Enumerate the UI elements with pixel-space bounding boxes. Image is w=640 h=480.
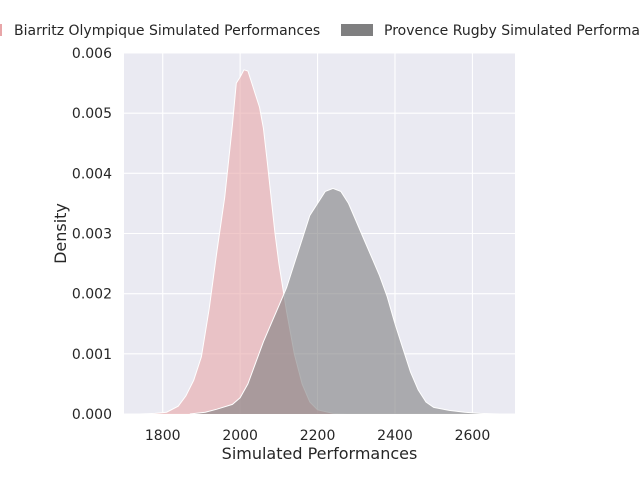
legend-swatch-provence	[341, 24, 373, 36]
y-tick-label: 0.003	[72, 227, 112, 243]
y-tick-label: 0.006	[72, 46, 112, 62]
y-tick-label: 0.004	[72, 166, 112, 182]
density-areas	[139, 69, 500, 415]
x-tick-label: 2400	[377, 428, 413, 444]
y-tick-label: 0.002	[72, 287, 112, 303]
y-tick-label: 0.005	[72, 106, 112, 122]
density-area-0	[139, 69, 349, 415]
y-axis-label: Density	[51, 203, 70, 264]
density-area-1	[189, 188, 500, 414]
x-tick-label: 2600	[455, 428, 491, 444]
x-tick-label: 2200	[300, 428, 336, 444]
legend-swatch-biarritz	[0, 24, 2, 36]
x-tick-label: 2000	[222, 428, 258, 444]
x-axis-ticks: 1800 2000 2200 2400 2600	[145, 428, 490, 444]
y-axis-ticks: 0.000 0.001 0.002 0.003 0.004 0.005 0.006	[72, 46, 112, 423]
density-outline-1	[189, 187, 500, 415]
x-axis-label: Simulated Performances	[222, 444, 418, 463]
y-tick-label: 0.001	[72, 347, 112, 363]
x-tick-label: 1800	[145, 428, 181, 444]
legend-label-provence: Provence Rugby Simulated Performances	[384, 23, 640, 39]
y-tick-label: 0.000	[72, 407, 112, 423]
legend-label-biarritz: Biarritz Olympique Simulated Performance…	[14, 23, 320, 39]
legend: Biarritz Olympique Simulated Performance…	[0, 23, 640, 39]
